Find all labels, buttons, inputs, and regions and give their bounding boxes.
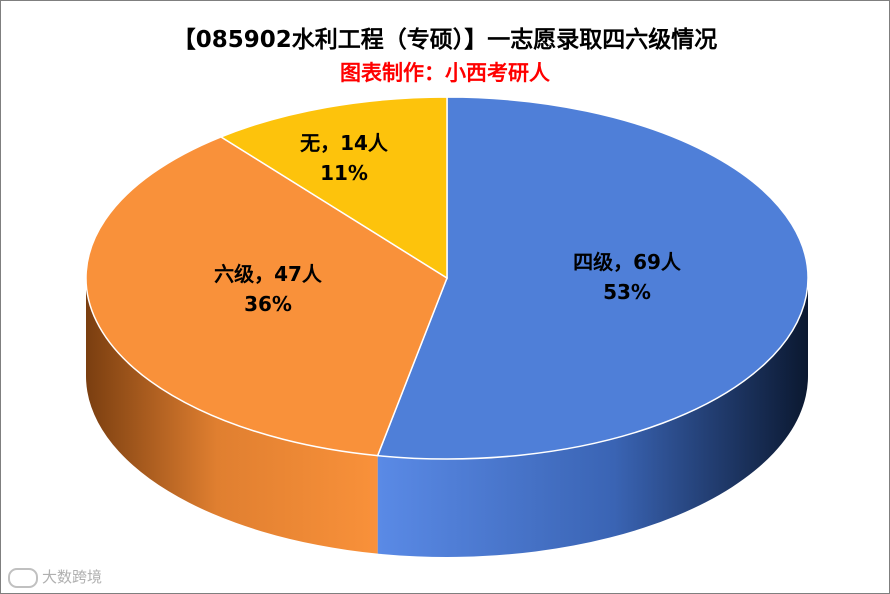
slice-label-percent: 53%	[603, 280, 651, 304]
slice-四级	[376, 96, 809, 460]
slice-label-count: 四级，69人	[573, 250, 682, 274]
watermark-text: 大数跨境	[42, 568, 103, 586]
slice-side-四级	[377, 278, 808, 557]
slice-label-count: 无，14人	[300, 131, 389, 155]
watermark: 大数跨境	[8, 566, 102, 588]
chart-subtitle: 图表制作：小西考研人	[340, 61, 550, 85]
slice-label-percent: 11%	[320, 161, 368, 185]
slice-无	[219, 96, 448, 280]
slice-label-count: 六级，47人	[214, 262, 323, 286]
slice-六级	[85, 136, 448, 457]
slice-label-percent: 36%	[244, 292, 292, 316]
slice-side-六级	[86, 278, 378, 554]
camera-logo-icon	[8, 567, 38, 588]
chart-title: 【085902水利工程（专硕）】一志愿录取四六级情况	[172, 27, 718, 53]
